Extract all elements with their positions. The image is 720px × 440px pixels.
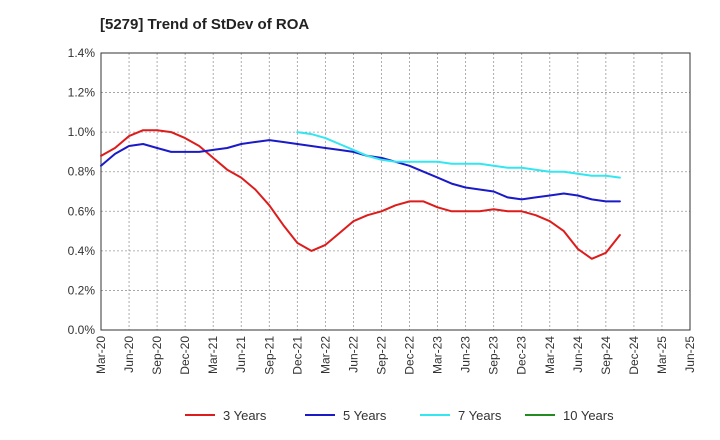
x-tick-label: Sep-21 (262, 336, 276, 375)
plot-area (100, 52, 691, 331)
x-tick-label: Jun-23 (459, 336, 473, 373)
x-tick-label: Dec-23 (515, 336, 529, 375)
legend-label: 7 Years (458, 408, 502, 423)
legend-label: 3 Years (223, 408, 267, 423)
x-tick-label: Mar-25 (655, 336, 669, 374)
x-tick-label: Mar-21 (206, 336, 220, 374)
y-tick-label: 0.2% (68, 283, 96, 297)
x-tick-label: Jun-21 (234, 336, 248, 373)
y-tick-label: 1.0% (68, 125, 96, 139)
x-tick-label: Dec-22 (403, 336, 417, 375)
y-tick-label: 0.6% (68, 204, 96, 218)
series-line-7-years (296, 131, 621, 179)
y-tick-label: 1.2% (68, 86, 96, 100)
x-tick-label: Jun-20 (122, 336, 136, 373)
x-tick-label: Dec-20 (178, 336, 192, 375)
legend-label: 5 Years (343, 408, 387, 423)
x-tick-label: Jun-22 (346, 336, 360, 373)
x-tick-label: Dec-24 (627, 336, 641, 375)
x-tick-label: Sep-20 (150, 336, 164, 375)
y-tick-label: 0.0% (68, 323, 96, 337)
x-tick-label: Mar-23 (431, 336, 445, 374)
x-tick-label: Sep-22 (374, 336, 388, 375)
x-tick-label: Mar-22 (318, 336, 332, 374)
x-tick-label: Jun-24 (571, 336, 585, 373)
y-tick-label: 0.8% (68, 165, 96, 179)
x-tick-label: Sep-23 (487, 336, 501, 375)
x-tick-label: Jun-25 (683, 336, 697, 373)
x-tick-label: Dec-21 (290, 336, 304, 375)
series-line-3-years (100, 129, 621, 260)
chart-title: [5279] Trend of StDev of ROA (100, 16, 310, 33)
legend-label: 10 Years (563, 408, 614, 423)
x-tick-label: Mar-24 (543, 336, 557, 374)
y-tick-label: 1.4% (68, 46, 96, 60)
x-tick-label: Mar-20 (94, 336, 108, 374)
x-tick-label: Sep-24 (599, 336, 613, 375)
y-tick-label: 0.4% (68, 244, 96, 258)
